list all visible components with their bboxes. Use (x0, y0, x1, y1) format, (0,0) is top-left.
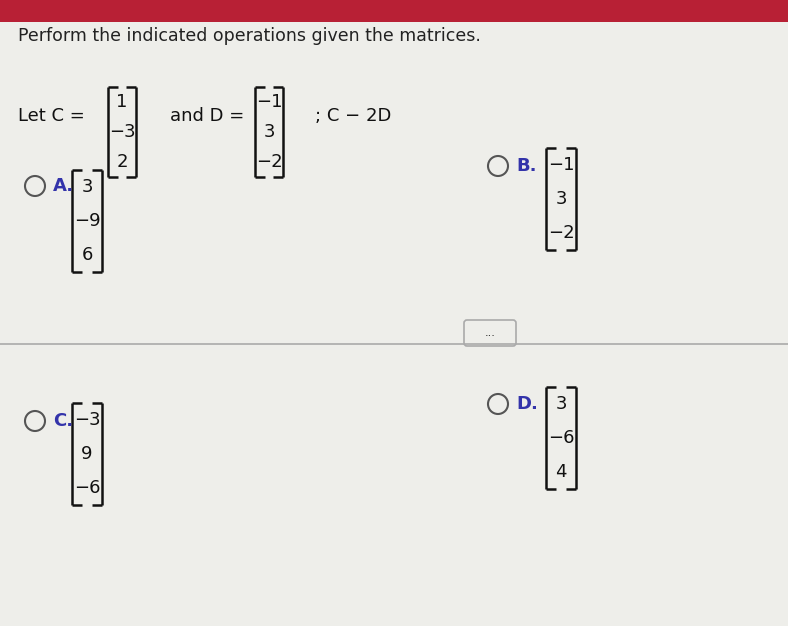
Text: 2: 2 (117, 153, 128, 171)
Text: −6: −6 (74, 479, 100, 497)
Text: −2: −2 (255, 153, 282, 171)
Text: 3: 3 (81, 178, 93, 196)
FancyBboxPatch shape (0, 0, 788, 22)
Text: 9: 9 (81, 445, 93, 463)
Text: 3: 3 (263, 123, 275, 141)
Text: −3: −3 (109, 123, 136, 141)
Text: −6: −6 (548, 429, 574, 447)
Text: D.: D. (516, 395, 538, 413)
Text: B.: B. (516, 157, 537, 175)
Text: Perform the indicated operations given the matrices.: Perform the indicated operations given t… (18, 27, 481, 45)
FancyBboxPatch shape (464, 320, 516, 346)
Text: and D =: and D = (170, 107, 244, 125)
Text: −1: −1 (256, 93, 282, 111)
Text: 1: 1 (117, 93, 128, 111)
Text: 3: 3 (556, 395, 567, 413)
Text: −9: −9 (74, 212, 100, 230)
Text: Let C =: Let C = (18, 107, 85, 125)
Text: ; C − 2D: ; C − 2D (315, 107, 392, 125)
Text: C.: C. (53, 412, 73, 430)
Text: 3: 3 (556, 190, 567, 208)
Text: ...: ... (485, 328, 496, 338)
Text: −1: −1 (548, 156, 574, 174)
Text: 4: 4 (556, 463, 567, 481)
Text: −2: −2 (548, 224, 574, 242)
Text: −3: −3 (74, 411, 100, 429)
Text: A.: A. (53, 177, 74, 195)
Text: 6: 6 (81, 246, 93, 264)
